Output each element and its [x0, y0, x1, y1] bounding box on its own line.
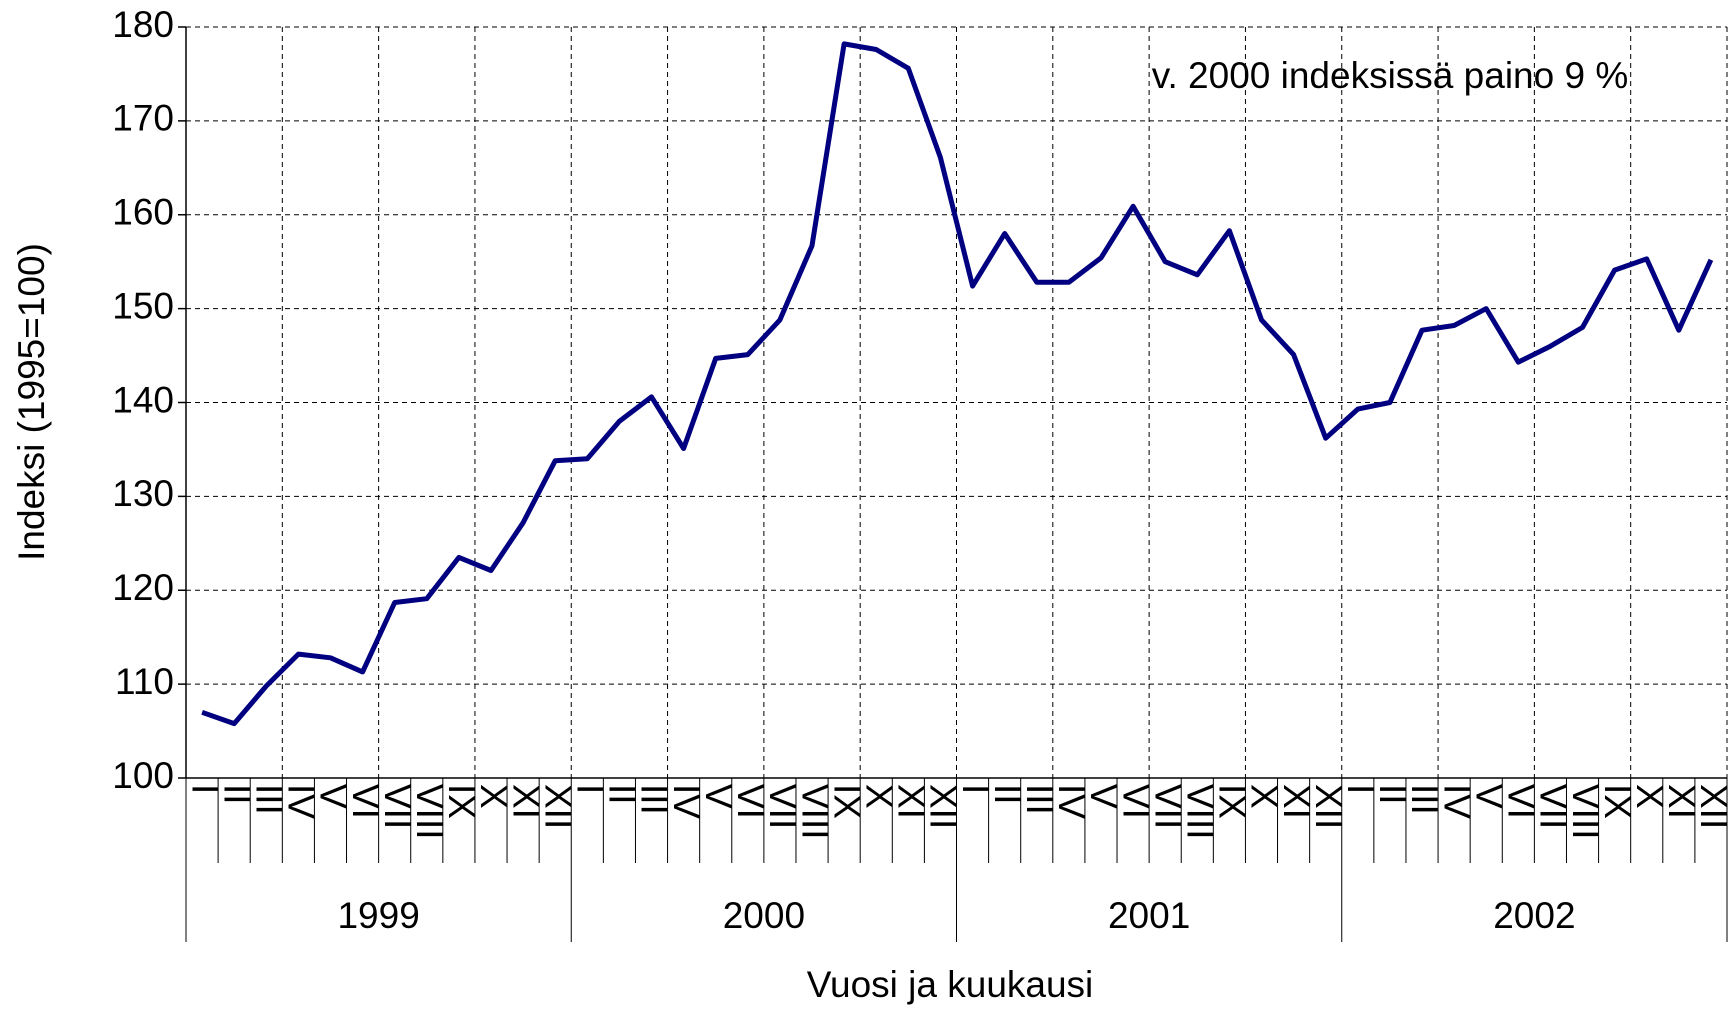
x-tick-label: XII	[537, 784, 578, 829]
x-tick-label: VIII	[409, 784, 450, 840]
data-line	[201, 41, 1714, 727]
x-tick-label: XI	[891, 784, 932, 819]
x-tick-label: VII	[1147, 784, 1188, 829]
x-tick-label: IX	[441, 784, 482, 819]
annotation: v. 2000 indeksissä paino 9 %	[1152, 55, 1629, 96]
x-tick-label: V	[313, 784, 354, 809]
x-tick-label: VII	[377, 784, 418, 829]
x-tick-label: II	[216, 784, 257, 805]
x-tick-label: VII	[762, 784, 803, 829]
x-tick-label: VI	[730, 784, 771, 819]
x-tick-label: III	[634, 784, 675, 815]
x-tick-label: VIII	[1565, 784, 1606, 840]
x-tick-label: XII	[1308, 784, 1349, 829]
x-tick-label: IX	[1212, 784, 1253, 819]
x-tick-label: XI	[505, 784, 546, 819]
x-tick-label: XI	[1661, 784, 1702, 819]
y-tick-label: 160	[112, 192, 174, 233]
x-tick-label: VI	[1501, 784, 1542, 819]
group-label: 2000	[723, 895, 805, 936]
x-tick-label: V	[698, 784, 739, 809]
x-tick-label: I	[184, 784, 225, 794]
x-tick-label: X	[858, 784, 899, 809]
x-tick-label: XI	[1276, 784, 1317, 819]
x-tick-label: XII	[1693, 784, 1734, 829]
y-tick-label: 130	[112, 473, 174, 514]
y-tick-label: 100	[112, 755, 174, 796]
x-tick-label: VI	[1115, 784, 1156, 819]
x-tick-label: IV	[281, 784, 322, 819]
x-tick-label: III	[1019, 784, 1060, 815]
x-tick-label: III	[1404, 784, 1445, 815]
x-tick-label: IV	[666, 784, 707, 819]
x-tick-label: I	[955, 784, 996, 794]
x-tick-label: II	[602, 784, 643, 805]
x-tick-label: XII	[923, 784, 964, 829]
x-tick-label: X	[1244, 784, 1285, 809]
x-tick-label: IX	[1597, 784, 1638, 819]
x-tick-label: I	[570, 784, 611, 794]
x-tick-label: VII	[1533, 784, 1574, 829]
group-label: 2001	[1108, 895, 1190, 936]
x-tick-label: V	[1083, 784, 1124, 809]
x-tick-label: X	[1629, 784, 1670, 809]
x-tick-label: VIII	[794, 784, 835, 840]
x-tick-label: V	[1468, 784, 1509, 809]
y-tick-label: 120	[112, 567, 174, 608]
x-tick-label: IV	[1051, 784, 1092, 819]
x-tick-label: III	[248, 784, 289, 815]
group-label: 1999	[337, 895, 419, 936]
y-tick-label: 170	[112, 98, 174, 139]
x-tick-label: IX	[826, 784, 867, 819]
x-tick-label: IV	[1436, 784, 1477, 819]
group-label: 2002	[1493, 895, 1575, 936]
x-axis-label: Vuosi ja kuukausi	[807, 964, 1094, 1005]
y-tick-label: 150	[112, 285, 174, 326]
x-tick-label: II	[1372, 784, 1413, 805]
x-tick-label: VI	[345, 784, 386, 819]
y-tick-label: 180	[112, 4, 174, 45]
y-tick-label: 140	[112, 379, 174, 420]
x-tick-label: II	[987, 784, 1028, 805]
x-tick-label: X	[473, 784, 514, 809]
y-axis-label: Indeksi (1995=100)	[11, 243, 52, 561]
x-tick-label: VIII	[1180, 784, 1221, 840]
x-tick-label: I	[1340, 784, 1381, 794]
y-tick-label: 110	[115, 661, 174, 702]
